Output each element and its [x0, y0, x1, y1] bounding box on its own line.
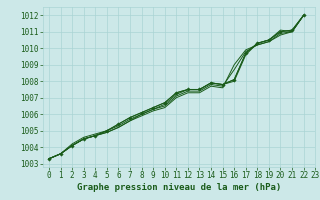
X-axis label: Graphe pression niveau de la mer (hPa): Graphe pression niveau de la mer (hPa): [77, 183, 281, 192]
